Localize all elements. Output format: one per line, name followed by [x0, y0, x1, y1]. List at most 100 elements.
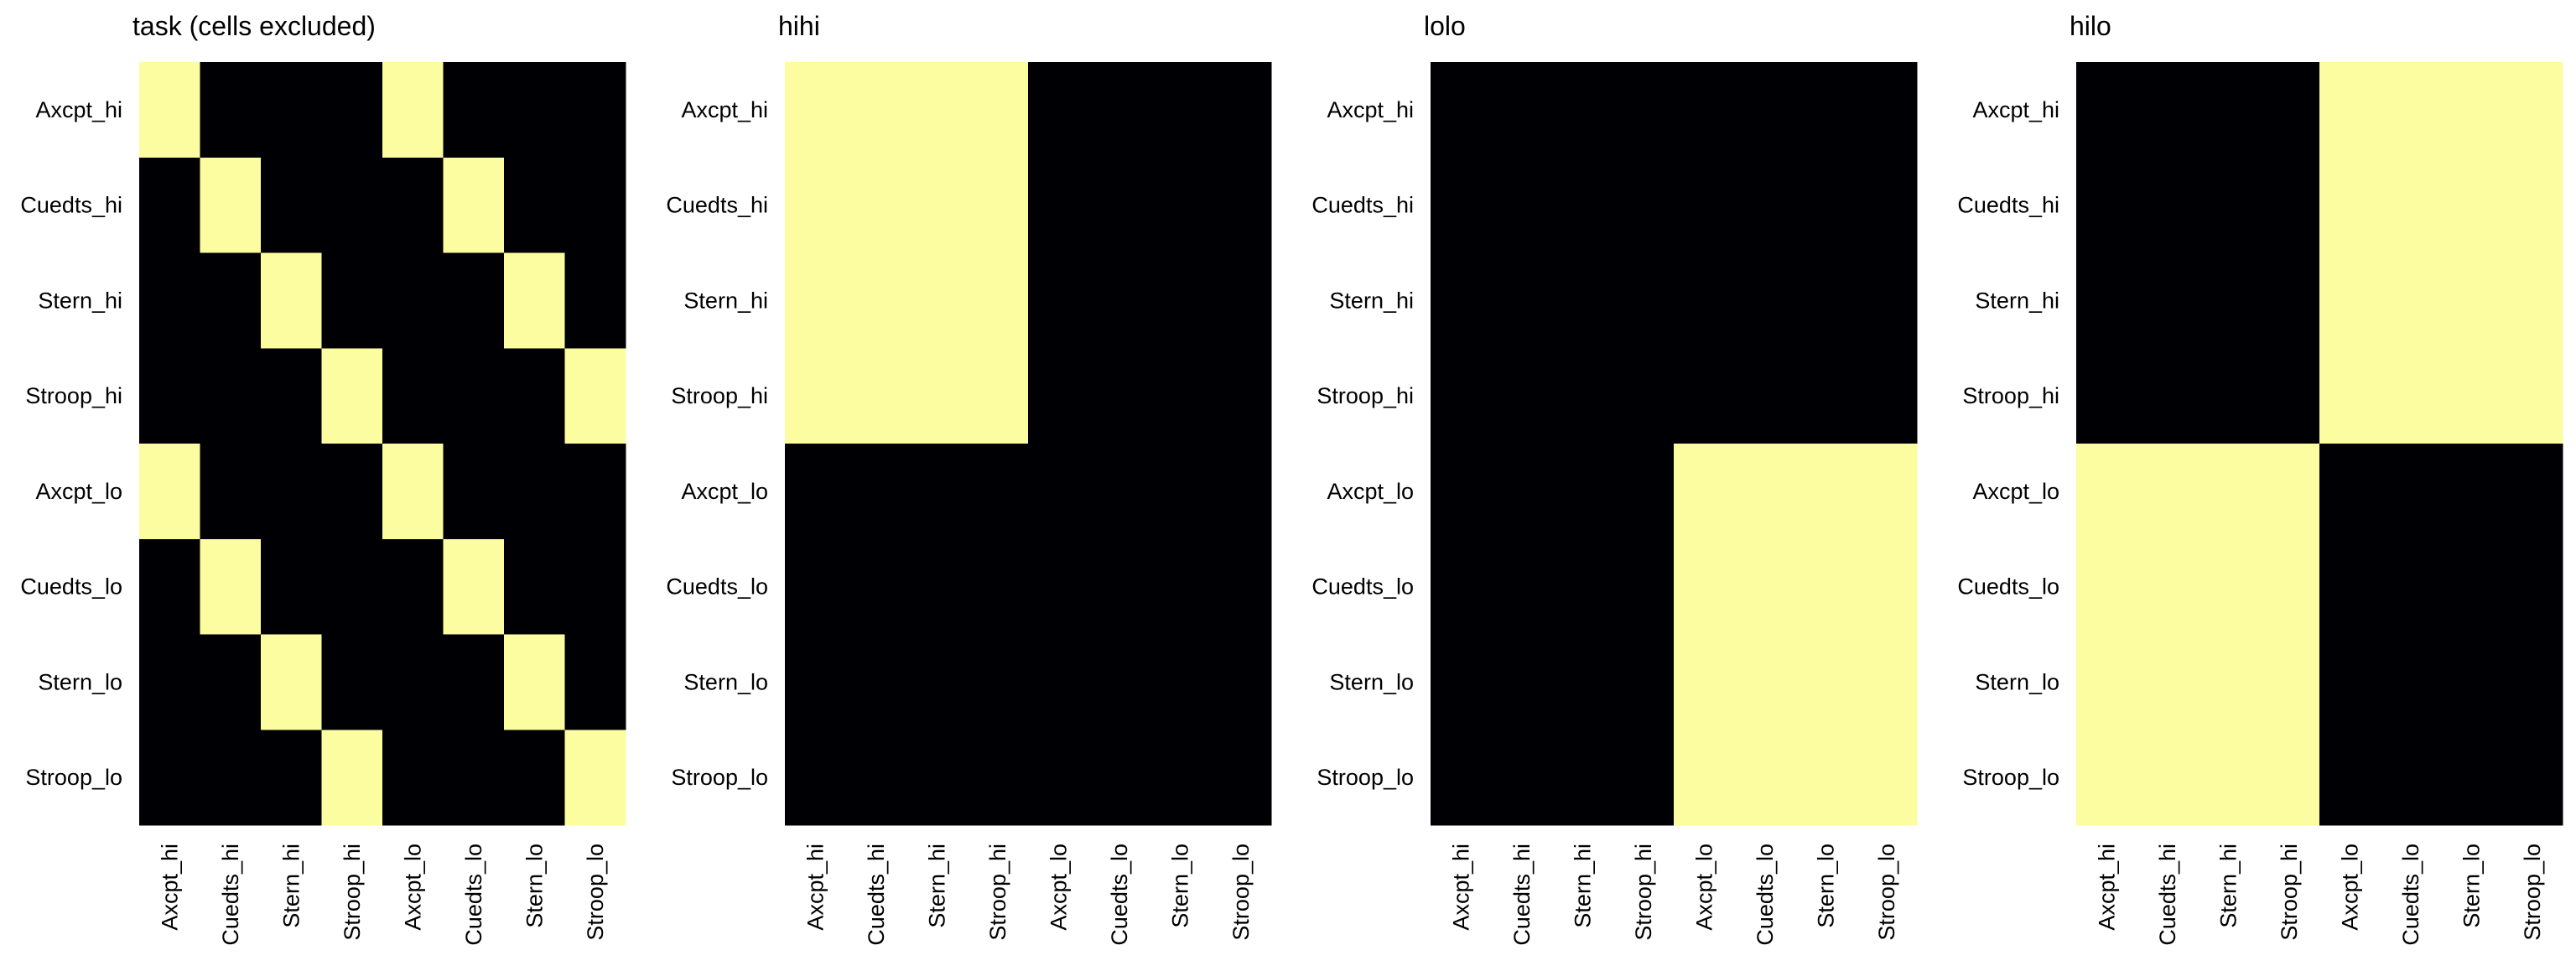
heatmap-cell-r7-c2: [2137, 634, 2199, 730]
heatmap-cell-r5-c1: [139, 444, 201, 540]
x-tick-label: Stern_lo: [1813, 844, 1838, 928]
heatmap-cell-r5-c4: [2258, 444, 2320, 540]
heatmap-cell-r6-c8: [2501, 538, 2563, 636]
heatmap-cell-r6-c6: [1734, 538, 1796, 636]
heatmap-cell-r7-c2: [845, 634, 907, 730]
heatmap-cell-r3-c8: [1856, 252, 1918, 349]
heatmap-cell-r7-c6: [443, 634, 505, 730]
heatmap-cell-r2-c2: [200, 157, 262, 254]
heatmap-cell-r7-c1: [2076, 634, 2138, 730]
heatmap-cell-r2-c6: [1088, 157, 1150, 254]
heatmap-cell-r8-c5: [382, 730, 444, 826]
x-tick-label: Cuedts_hi: [1509, 844, 1535, 946]
heatmap-cell-r4-c6: [443, 348, 505, 444]
heatmap-cell-r3-c1: [785, 252, 847, 349]
y-tick-label: Cuedts_hi: [666, 193, 768, 218]
heatmap-cell-r4-c3: [261, 348, 323, 444]
heatmap-cell-r8-c8: [1856, 730, 1918, 826]
heatmap-cell-r2-c7: [1795, 157, 1857, 254]
heatmap-cell-r3-c8: [2501, 252, 2563, 349]
x-tick-label: Cuedts_lo: [1753, 844, 1778, 946]
heatmap-cell-r7-c3: [261, 634, 323, 730]
heatmap-cell-r7-c3: [2198, 634, 2260, 730]
heatmap-cell-r7-c8: [564, 634, 626, 730]
y-tick-label: Axcpt_hi: [1327, 97, 1414, 122]
heatmap-cell-r4-c4: [2258, 348, 2320, 444]
heatmap-cell-r2-c3: [906, 157, 969, 254]
panel-title: lolo: [1424, 11, 1466, 41]
x-tick-label: Stern_hi: [2215, 844, 2241, 928]
y-tick-label: Axcpt_lo: [35, 479, 122, 504]
heatmap-cell-r3-c3: [1552, 252, 1614, 349]
x-tick-label: Axcpt_hi: [2094, 844, 2119, 931]
heatmap-cell-r6-c1: [139, 538, 201, 636]
heatmap-cell-r8-c5: [1674, 730, 1736, 826]
heatmap-cell-r7-c5: [1674, 634, 1736, 730]
heatmap-cell-r7-c7: [504, 634, 566, 730]
panel-title: hihi: [778, 11, 820, 41]
heatmap-cell-r4-c7: [1795, 348, 1857, 444]
x-tick-label: Cuedts_lo: [461, 844, 486, 946]
y-tick-label: Stern_hi: [683, 288, 768, 313]
heatmap-cell-r2-c4: [321, 157, 383, 254]
heatmap-cell-r8-c2: [1491, 730, 1553, 826]
heatmap-cell-r2-c5: [1674, 157, 1736, 254]
heatmap-cell-r3-c3: [906, 252, 969, 349]
heatmap-cell-r6-c7: [1795, 538, 1857, 636]
heatmap-cell-r3-c8: [564, 252, 626, 349]
heatmap-cell-r2-c6: [1734, 157, 1796, 254]
heatmap-cell-r1-c7: [504, 62, 566, 158]
heatmap-cell-r5-c7: [2441, 444, 2503, 540]
y-tick-label: Stern_lo: [38, 669, 122, 694]
heatmap-cell-r1-c2: [845, 62, 907, 158]
heatmap-cell-r6-c7: [2441, 538, 2503, 636]
y-tick-label: Stroop_lo: [671, 765, 768, 790]
heatmap-cell-r5-c2: [2137, 444, 2199, 540]
heatmap-cell-r3-c4: [1613, 252, 1675, 349]
heatmap-cell-r1-c1: [139, 62, 201, 158]
y-tick-label: Axcpt_hi: [1972, 97, 2059, 122]
heatmap-cell-r8-c7: [504, 730, 566, 826]
heatmap-cell-r5-c6: [443, 444, 505, 540]
x-tick-label: Stern_lo: [2459, 844, 2484, 928]
y-tick-label: Cuedts_hi: [20, 193, 122, 218]
heatmap-cell-r8-c5: [2319, 730, 2381, 826]
heatmap-cell-r1-c4: [967, 62, 1029, 158]
heatmap-cell-r2-c4: [2258, 157, 2320, 254]
heatmap-cell-r1-c2: [200, 62, 262, 158]
y-tick-label: Axcpt_hi: [681, 97, 768, 122]
heatmap-cell-r3-c7: [504, 252, 566, 349]
heatmap-cell-r3-c7: [1795, 252, 1857, 349]
heatmap-cell-r1-c7: [1150, 62, 1212, 158]
heatmap-cell-r5-c6: [1088, 444, 1150, 540]
heatmap-cell-r5-c1: [1431, 444, 1493, 540]
heatmap-cell-r6-c1: [785, 538, 847, 636]
y-tick-label: Stroop_lo: [1962, 765, 2059, 790]
heatmap-cell-r2-c7: [2441, 157, 2503, 254]
heatmap-cell-r7-c5: [2319, 634, 2381, 730]
y-tick-label: Stern_lo: [1975, 669, 2059, 694]
y-tick-label: Cuedts_lo: [666, 574, 768, 600]
heatmap-cell-r3-c2: [2137, 252, 2199, 349]
y-tick-label: Stern_lo: [1329, 669, 1414, 694]
x-tick-label: Axcpt_lo: [400, 844, 425, 931]
heatmap-cell-r8-c7: [1150, 730, 1212, 826]
heatmap-cell-r8-c1: [2076, 730, 2138, 826]
heatmap-cell-r6-c1: [1431, 538, 1493, 636]
heatmap-cell-r4-c7: [1150, 348, 1212, 444]
heatmap-cell-r5-c8: [1856, 444, 1918, 540]
heatmap-cell-r5-c7: [1795, 444, 1857, 540]
heatmap-cell-r8-c5: [1028, 730, 1090, 826]
heatmap-cell-r1-c7: [1795, 62, 1857, 158]
x-tick-label: Stroop_lo: [1228, 844, 1254, 941]
heatmap-cell-r4-c2: [2137, 348, 2199, 444]
heatmap-cell-r5-c3: [2198, 444, 2260, 540]
panel-title: task (cells excluded): [132, 11, 376, 41]
heatmap-cell-r6-c3: [1552, 538, 1614, 636]
heatmap-cell-r2-c4: [967, 157, 1029, 254]
heatmap-cell-r4-c6: [2380, 348, 2442, 444]
x-tick-label: Stern_hi: [1570, 844, 1595, 928]
heatmap-cell-r4-c4: [1613, 348, 1675, 444]
heatmap-cell-r4-c2: [1491, 348, 1553, 444]
heatmap-cells: [2076, 62, 2563, 826]
